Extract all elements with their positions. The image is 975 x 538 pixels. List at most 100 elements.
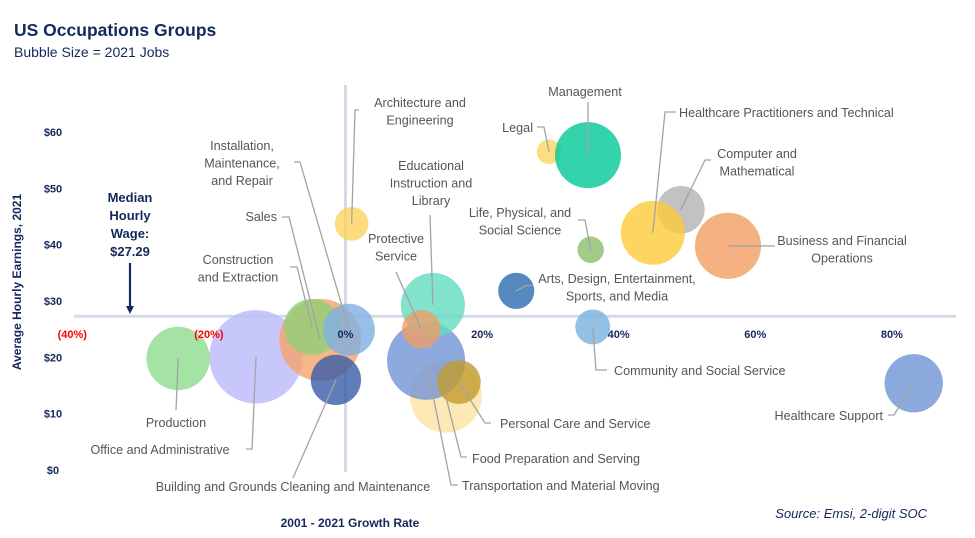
bubble-labels-layer: Office and Administrative Production Sales… [90, 85, 906, 494]
bubble-label-line: Operations [811, 252, 873, 266]
bubble-management[interactable] [554, 122, 621, 189]
bubble-label-line: Mathematical [720, 165, 795, 179]
x-tick-label: 80% [881, 329, 903, 341]
leader-line-architecture-and-engineering [350, 109, 359, 224]
x-axis-title: 2001 - 2021 Growth Rate [281, 516, 420, 530]
bubble-label-office-and-administrative: Office and Administrative [90, 443, 229, 457]
leader-line-personal-care-and-service [458, 381, 491, 424]
bubble-label-line: Transportation and Material Moving [462, 479, 660, 493]
bubble-label-line: Building and Grounds Cleaning and Mainte… [156, 480, 430, 494]
leader-line-life-physical-and-social-science [578, 219, 592, 250]
bubble-label-computer-and-mathematical: Computer and Mathematical [717, 147, 797, 179]
leader-line-food-preparation-and-serving [445, 396, 467, 458]
bubble-label-line: and Repair [211, 174, 273, 188]
leader-line-legal [537, 126, 550, 152]
chart-title: US Occupations Groups [14, 20, 217, 40]
leader-line-installation-maintenance-and-repair [294, 161, 350, 330]
bubble-label-line: and Extraction [198, 271, 279, 285]
leader-line-transportation-and-material-moving [425, 360, 458, 486]
bubble-label-line: Office and Administrative [90, 443, 229, 457]
bubble-label-production: Production [146, 416, 206, 430]
bubble-label-line: Engineering [386, 114, 453, 128]
y-tick-label: $60 [44, 127, 62, 139]
bubble-label-line: Sales [245, 210, 277, 224]
chart-subtitle: Bubble Size = 2021 Jobs [14, 44, 170, 60]
bubble-label-protective-service: Protective Service [368, 232, 424, 264]
x-tick-label: (20%) [194, 329, 224, 341]
leader-line-production [175, 358, 179, 411]
bubble-office-and-administrative[interactable] [209, 310, 303, 404]
bubble-label-line: Business and Financial [777, 234, 907, 248]
bubble-label-installation-maintenance-and-repair: Installation, Maintenance, and Repair [204, 139, 280, 188]
bubble-label-line: Food Preparation and Serving [472, 452, 640, 466]
bubble-label-line: Service [375, 250, 417, 264]
bubble-healthcare-support[interactable] [884, 354, 943, 413]
bubble-label-line: Healthcare Support [774, 409, 883, 423]
x-tick-label: (40%) [58, 329, 88, 341]
bubble-label-arts-design-entertainment-sports-and-media: Arts, Design, Entertainment, Sports, and … [538, 272, 696, 304]
bubble-label-line: Healthcare Practitioners and Technical [679, 106, 894, 120]
bubble-label-line: Arts, Design, Entertainment, [538, 272, 696, 286]
bubble-label-line: Sports, and Media [566, 290, 668, 304]
bubble-label-line: Personal Care and Service [500, 417, 651, 431]
x-tick-label: 60% [744, 329, 766, 341]
bubble-label-line: Community and Social Service [614, 364, 786, 378]
y-tick-label: $40 [44, 240, 62, 252]
bubble-label-management: Management [548, 85, 622, 99]
bubble-label-legal: Legal [502, 121, 533, 135]
bubble-label-line: Instruction and [390, 177, 473, 191]
bubble-label-building-and-grounds-cleaning-and-maintenance: Building and Grounds Cleaning and Mainte… [156, 480, 430, 494]
bubble-label-line: Library [412, 194, 451, 208]
leader-line-sales [282, 216, 321, 341]
bubble-label-line: Management [548, 85, 622, 99]
bubble-label-sales: Sales [245, 210, 277, 224]
bubble-label-line: Educational [398, 159, 464, 173]
bubble-label-line: Maintenance, [204, 157, 280, 171]
leader-line-computer-and-mathematical [680, 159, 711, 211]
bubble-label-transportation-and-material-moving: Transportation and Material Moving [462, 479, 660, 493]
median-annotation-line: Wage: [111, 226, 150, 241]
x-tick-label: 0% [338, 329, 354, 341]
bubble-label-line: Installation, [210, 139, 274, 153]
bubble-label-line: Life, Physical, and [469, 206, 571, 220]
bubble-label-line: Construction [203, 253, 274, 267]
leader-line-building-and-grounds-cleaning-and-maintenance [292, 379, 337, 479]
y-axis-title: Average Hourly Earnings, 2021 [10, 194, 24, 371]
y-tick-label: $50 [44, 183, 62, 195]
bubble-label-educational-instruction-and-library: Educational Instruction and Library [390, 159, 473, 208]
bubble-label-business-and-financial-operations: Business and Financial Operations [777, 234, 907, 266]
x-tick-label: 40% [608, 329, 630, 341]
bubble-label-construction-and-extraction: Construction and Extraction [198, 253, 279, 285]
median-annotation-line: $27.29 [110, 244, 150, 259]
leader-line-protective-service [395, 271, 422, 330]
leader-line-community-and-social-service [592, 326, 607, 371]
median-wage-annotation: Median Hourly Wage: $27.29 [108, 190, 153, 314]
bubble-label-food-preparation-and-serving: Food Preparation and Serving [472, 452, 640, 466]
x-axis-ticks: (40%) (20%) 0% 20% 40% 60% 80% [58, 329, 903, 341]
leader-line-office-and-administrative [246, 356, 257, 450]
y-tick-label: $20 [44, 352, 62, 364]
bubble-label-healthcare-practitioners-and-technical: Healthcare Practitioners and Technical [679, 106, 894, 120]
median-annotation-line: Median [108, 190, 153, 205]
median-annotation-line: Hourly [109, 208, 151, 223]
bubble-label-line: Architecture and [374, 96, 466, 110]
source-note: Source: Emsi, 2-digit SOC [775, 506, 927, 521]
leader-line-healthcare-practitioners-and-technical [652, 111, 676, 233]
bubble-label-line: Production [146, 416, 206, 430]
bubble-architecture-and-engineering[interactable] [334, 206, 369, 241]
bubble-label-healthcare-support: Healthcare Support [774, 409, 883, 423]
leader-lines-layer [175, 101, 915, 486]
y-axis-ticks: $0 $10 $20 $30 $40 $50 $60 [44, 127, 62, 477]
bubble-label-line: Legal [502, 121, 533, 135]
bubble-label-line: Social Science [479, 224, 562, 238]
reference-lines [74, 85, 956, 472]
x-tick-label: 20% [471, 329, 493, 341]
bubble-label-personal-care-and-service: Personal Care and Service [500, 417, 651, 431]
bubble-label-community-and-social-service: Community and Social Service [614, 364, 786, 378]
y-tick-label: $30 [44, 296, 62, 308]
y-tick-label: $10 [44, 409, 62, 421]
leader-line-arts-design-entertainment-sports-and-media [515, 284, 534, 292]
bubble-label-life-physical-and-social-science: Life, Physical, and Social Science [469, 206, 571, 238]
bubble-label-line: Computer and [717, 147, 797, 161]
